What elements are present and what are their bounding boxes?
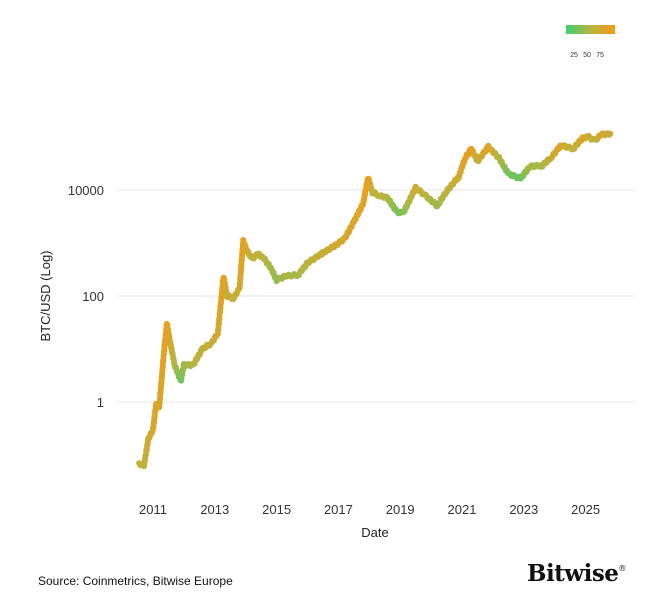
y-tick-label: 100 (82, 289, 104, 304)
x-tick-label: 2013 (200, 502, 229, 517)
x-tick-label: 2019 (386, 502, 415, 517)
y-axis-label: BTC/USD (Log) (38, 250, 53, 341)
legend-tick-label: 75 (596, 52, 604, 59)
y-tick-label: 10000 (68, 183, 104, 198)
bitwise-logo: Bitwise® (527, 560, 626, 587)
x-tick-label: 2023 (509, 502, 538, 517)
registered-mark: ® (618, 564, 626, 573)
price-points (136, 130, 614, 470)
x-tick-label: 2017 (324, 502, 353, 517)
y-axis-ticks: 1 100 10000 (68, 183, 104, 410)
x-tick-label: 2025 (571, 502, 600, 517)
logo-text: Bitwise (527, 560, 619, 587)
legend-tick-label: 50 (583, 52, 591, 59)
x-tick-label: 2011 (139, 502, 167, 517)
color-legend: 25 50 75 (566, 25, 615, 59)
source-note: Source: Coinmetrics, Bitwise Europe (38, 574, 233, 588)
gridlines (118, 189, 634, 403)
x-axis-label: Date (361, 525, 388, 540)
x-axis-ticks: 2011 2013 2015 2017 2019 2021 2023 2025 (139, 502, 600, 517)
x-tick-label: 2015 (262, 502, 291, 517)
y-tick-label: 1 (97, 395, 104, 410)
legend-tick-label: 25 (570, 52, 578, 59)
price-point (607, 130, 614, 137)
x-tick-label: 2021 (448, 502, 477, 517)
color-legend-bar (566, 25, 615, 34)
